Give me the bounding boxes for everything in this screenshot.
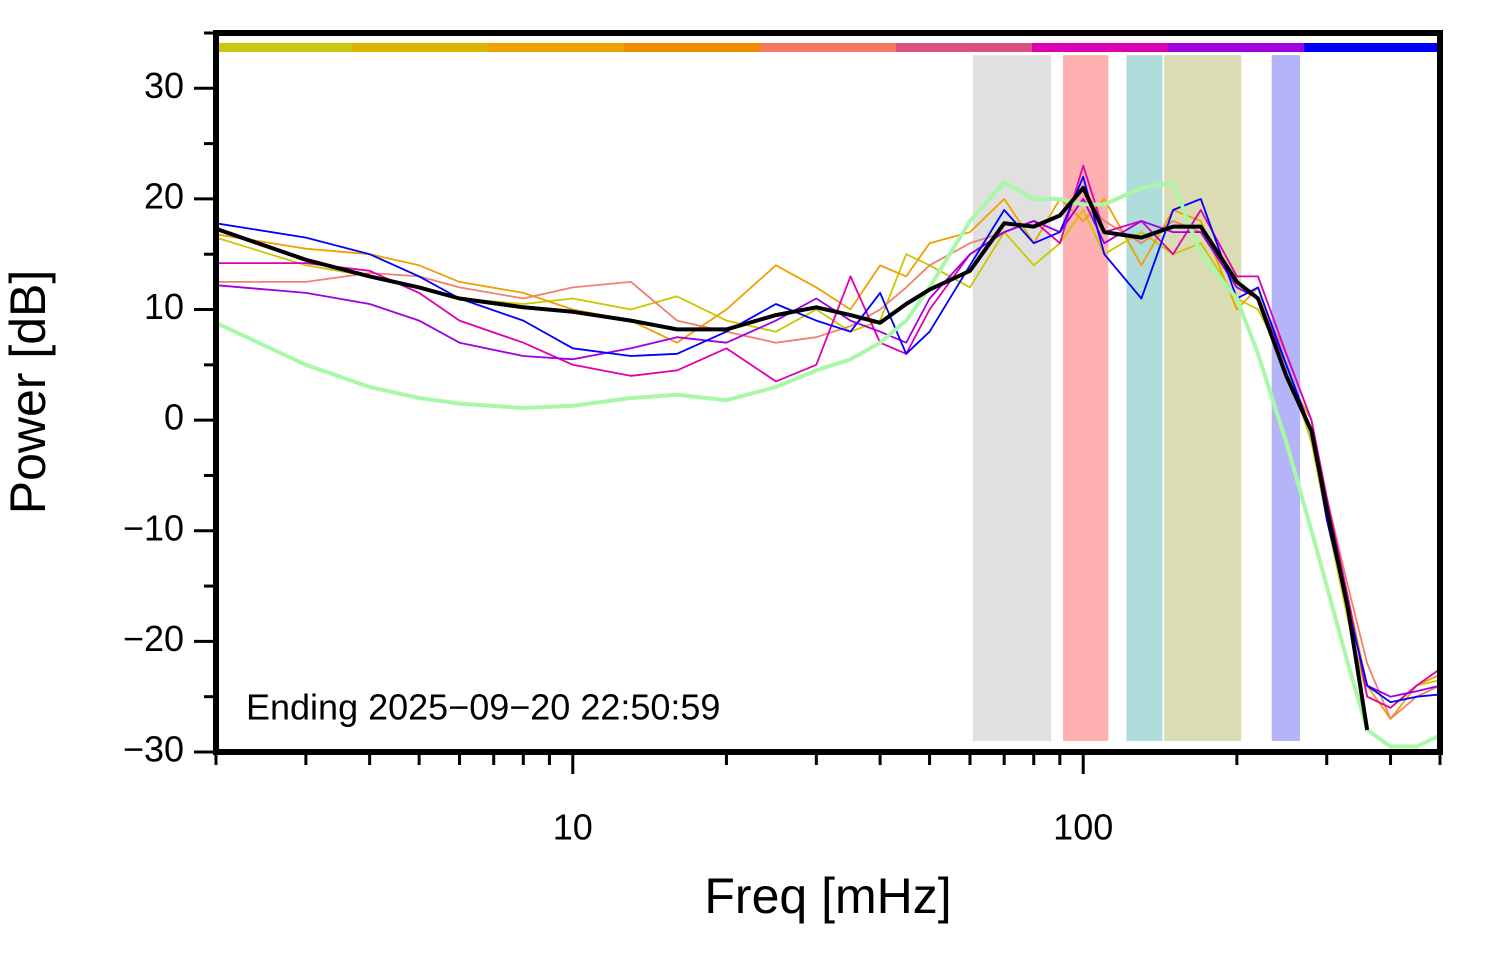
y-tick-label: 30 — [144, 65, 184, 106]
x-tick-label: 100 — [1053, 807, 1113, 848]
y-tick-label: −30 — [123, 729, 184, 770]
series-line — [216, 175, 1440, 704]
y-tick-label: −20 — [123, 618, 184, 659]
y-tick-label: 20 — [144, 175, 184, 216]
band — [972, 55, 1052, 741]
series-line — [216, 185, 1370, 731]
color-bar-segment — [216, 43, 352, 52]
series-line — [216, 198, 1440, 698]
color-bar-segment — [488, 43, 624, 52]
color-bar-segment — [1032, 43, 1168, 52]
band — [1063, 55, 1109, 741]
bands — [972, 55, 1301, 741]
y-tick-label: 10 — [144, 286, 184, 327]
y-axis-label: Power [dB] — [0, 270, 56, 515]
y-tick-label: −10 — [123, 507, 184, 548]
color-bar-segment — [624, 43, 760, 52]
y-tick-label: 0 — [164, 397, 184, 438]
band — [1126, 55, 1163, 741]
x-axis-label: Freq [mHz] — [704, 868, 951, 924]
color-bar-segment — [760, 43, 896, 52]
plot-frame — [213, 30, 1443, 755]
color-bar-segment — [352, 43, 488, 52]
series-line — [216, 164, 1440, 709]
color-bar-segment — [896, 43, 1032, 52]
x-tick-label: 10 — [553, 807, 593, 848]
annotation: Ending 2025−09−20 22:50:59 — [246, 687, 720, 728]
band — [1164, 55, 1242, 741]
color-bar-segment — [1168, 43, 1304, 52]
color-bar-segment — [1304, 43, 1440, 52]
series-line — [216, 180, 1440, 749]
lines — [216, 164, 1440, 749]
